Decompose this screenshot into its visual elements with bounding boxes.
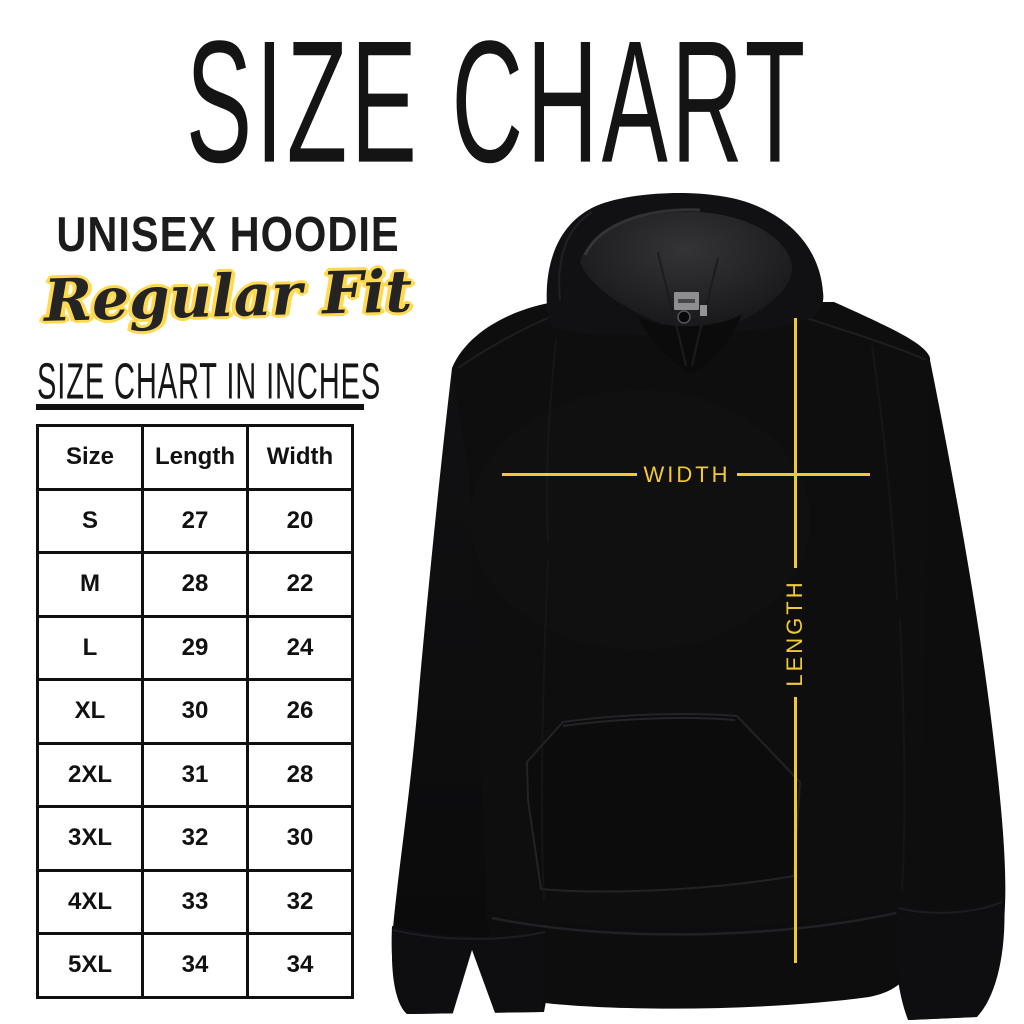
table-cell: 3XL: [36, 805, 144, 872]
right-shoulder-seam: [805, 317, 927, 361]
table-row: 3XL 32 30: [36, 805, 354, 872]
fabric-highlight: [470, 390, 810, 650]
table-cell: S: [36, 487, 144, 554]
hoodie-pocket: [525, 713, 802, 893]
table-heading: SIZE CHART IN INCHES: [37, 352, 382, 410]
cuff-hem-gap: [452, 950, 495, 1016]
page-title: SIZE CHART: [186, 5, 809, 200]
table-cell: 27: [141, 487, 249, 554]
neck-tag-small: [700, 305, 707, 316]
table-cell: L: [36, 614, 144, 681]
size-table: Size Length Width S 27 20 M 28 22 L 29 24 XL 30 26 2XL…: [36, 424, 354, 999]
drape-crease-right: [691, 257, 719, 367]
hood-inner-cavity: [580, 211, 793, 338]
table-cell: 32: [141, 805, 249, 872]
table-cell: 2XL: [36, 741, 144, 808]
table-header-row: Size Length Width: [36, 424, 354, 491]
hoodie-hem-band: [488, 904, 919, 1009]
width-measure-label: WIDTH: [643, 462, 731, 487]
right-armhole-seam: [871, 344, 898, 601]
table-cell: 31: [141, 741, 249, 808]
column-header: Width: [246, 424, 354, 491]
drawcord-eyelet: [677, 310, 691, 324]
width-line-right-segment: [737, 473, 870, 476]
table-cell: 34: [141, 932, 249, 999]
pocket-top-seam: [562, 717, 736, 727]
left-armhole-seam: [545, 339, 557, 541]
hood-front-drape: [638, 314, 742, 374]
table-cell: 28: [141, 551, 249, 618]
neck-tag-print: [678, 299, 695, 303]
hoodie-hem-seam: [491, 906, 918, 936]
right-cuff-seam: [897, 901, 1003, 914]
hood-rim-fold: [558, 211, 593, 301]
hood-rim-highlight: [583, 208, 701, 256]
left-shoulder-seam: [457, 317, 549, 369]
size-table-body: S 27 20 M 28 22 L 29 24 XL 30 26 2XL 31 28 3XL 32 30 4XL 33…: [36, 487, 354, 999]
table-cell: 29: [141, 614, 249, 681]
table-cell: 22: [246, 551, 354, 618]
hoodie-right-cuff: [896, 897, 1005, 1020]
drape-crease-left: [657, 251, 687, 367]
table-cell: 24: [246, 614, 354, 681]
table-row: XL 30 26: [36, 678, 354, 745]
column-header: Size: [36, 424, 144, 491]
product-block: UNISEX HOODIE Regular Fit: [30, 206, 426, 335]
width-line-left-segment: [502, 473, 637, 476]
table-cell: 32: [246, 868, 354, 935]
left-cuff-seam: [392, 929, 546, 940]
table-cell: 5XL: [36, 932, 144, 999]
table-cell: 20: [246, 487, 354, 554]
table-row: 4XL 33 32: [36, 868, 354, 935]
right-sleeve-wrinkle: [899, 619, 906, 891]
table-cell: 28: [246, 741, 354, 808]
table-row: 2XL 31 28: [36, 741, 354, 808]
length-line-top-segment: [794, 318, 797, 568]
length-line-bottom-segment: [794, 697, 797, 963]
table-cell: 33: [141, 868, 249, 935]
table-row: S 27 20: [36, 487, 354, 554]
left-sleeve-wrinkle: [540, 559, 549, 901]
table-cell: 34: [246, 932, 354, 999]
table-row: 5XL 34 34: [36, 932, 354, 999]
table-cell: 30: [246, 805, 354, 872]
table-cell: 30: [141, 678, 249, 745]
length-measure-label: LENGTH: [782, 579, 807, 687]
product-name: UNISEX HOODIE: [56, 206, 400, 262]
table-cell: M: [36, 551, 144, 618]
table-cell: 4XL: [36, 868, 144, 935]
table-cell: XL: [36, 678, 144, 745]
table-cell: 26: [246, 678, 354, 745]
table-row: L 29 24: [36, 614, 354, 681]
column-header: Length: [141, 424, 249, 491]
table-row: M 28 22: [36, 551, 354, 618]
size-table-head: Size Length Width: [36, 424, 354, 491]
heading-underline: [36, 404, 364, 410]
